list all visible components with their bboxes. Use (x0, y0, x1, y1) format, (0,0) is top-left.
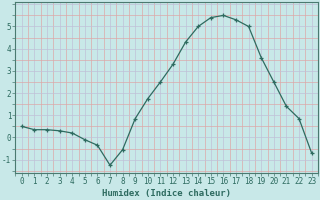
X-axis label: Humidex (Indice chaleur): Humidex (Indice chaleur) (102, 189, 231, 198)
